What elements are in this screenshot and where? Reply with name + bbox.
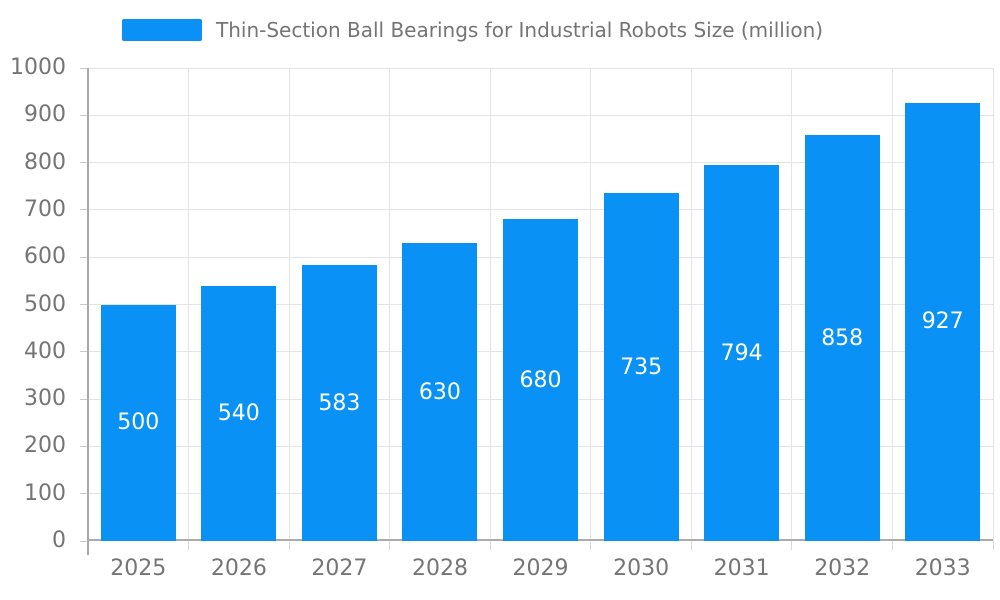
- x-axis-tick: [992, 541, 994, 550]
- y-axis-label: 400: [24, 338, 66, 364]
- x-axis-label: 2032: [814, 556, 871, 581]
- gridline-vertical: [489, 68, 491, 541]
- x-axis-tick: [389, 541, 391, 550]
- bar-2032[interactable]: 858: [804, 135, 880, 541]
- bar-value-label: 735: [620, 354, 663, 380]
- x-axis-label: 2026: [210, 556, 267, 581]
- gridline-vertical: [992, 68, 994, 541]
- y-axis-label: 100: [24, 480, 66, 506]
- bar-value-label: 500: [117, 410, 160, 436]
- x-axis-label: 2031: [713, 556, 770, 581]
- y-axis-label: 700: [24, 196, 66, 222]
- y-axis-tick: [80, 351, 88, 353]
- y-axis-label: 1000: [10, 55, 66, 80]
- bar-2028[interactable]: 630: [402, 243, 478, 541]
- gridline-horizontal: [88, 114, 993, 116]
- bar-2030[interactable]: 735: [603, 193, 679, 541]
- gridline-horizontal: [88, 67, 993, 69]
- y-axis-label: 300: [24, 386, 66, 412]
- y-axis-tick: [80, 304, 88, 305]
- y-axis-tick: [80, 493, 88, 495]
- y-axis-tick: [80, 67, 88, 69]
- x-axis-labels: 2025 2026 2027 2028 2029 2030 2031 2032 2033: [88, 555, 993, 585]
- bar-2031[interactable]: 794: [704, 165, 780, 541]
- gridline-vertical: [389, 68, 391, 541]
- x-axis-tick: [188, 541, 190, 550]
- y-axis-label: 500: [24, 291, 66, 317]
- bar-value-label: 583: [318, 390, 361, 416]
- x-axis-tick: [288, 541, 290, 550]
- bar-value-label: 680: [519, 367, 562, 393]
- bar-value-label: 858: [821, 325, 864, 351]
- x-axis-label: 2025: [110, 556, 167, 581]
- y-axis-tick: [80, 114, 88, 116]
- x-axis-label: 2027: [311, 556, 368, 581]
- bar-value-label: 540: [217, 400, 260, 426]
- bar-value-label: 794: [720, 340, 763, 366]
- bar-2029[interactable]: 680: [503, 219, 578, 541]
- bar-value-label: 927: [921, 309, 964, 335]
- y-axis-label: 200: [24, 433, 66, 459]
- y-axis-tick: [80, 209, 88, 211]
- y-axis-tick: [80, 540, 88, 542]
- chart-legend[interactable]: Thin-Section Ball Bearings for Industria…: [122, 18, 823, 42]
- gridline-horizontal: [88, 209, 993, 211]
- legend-title: Thin-Section Ball Bearings for Industria…: [216, 18, 824, 42]
- x-axis-tick: [891, 541, 893, 550]
- gridline-vertical: [288, 68, 290, 541]
- x-axis-label: 2033: [914, 556, 971, 581]
- y-axis-label: 900: [24, 102, 66, 128]
- gridline-vertical: [188, 68, 190, 541]
- y-axis-line: [87, 68, 89, 555]
- bar-2033[interactable]: 927: [905, 102, 981, 541]
- y-axis-tick: [80, 162, 88, 164]
- y-axis-tick: [80, 398, 88, 400]
- y-axis-label: 800: [24, 149, 66, 175]
- gridline-horizontal: [88, 162, 993, 164]
- bar-2027[interactable]: 583: [301, 265, 377, 541]
- plot-area: 500 540 583 630 680 735 794 858 927: [80, 67, 994, 555]
- legend-swatch: [122, 19, 202, 41]
- x-axis-tick: [590, 541, 592, 550]
- x-axis-label: 2029: [512, 556, 569, 581]
- gridline-vertical: [590, 68, 592, 541]
- gridline-vertical: [791, 68, 793, 541]
- y-axis-labels: 0 100 200 300 400 500 600 700 800 900 1000: [0, 55, 66, 553]
- gridline-vertical: [690, 68, 692, 541]
- y-axis-label: 0: [52, 528, 66, 553]
- x-axis-tick: [791, 541, 793, 550]
- bar-value-label: 630: [418, 379, 461, 405]
- x-axis-tick: [489, 541, 491, 550]
- gridline-vertical: [891, 68, 893, 541]
- x-axis-label: 2028: [411, 556, 468, 581]
- bar-2025[interactable]: 500: [100, 304, 176, 541]
- x-axis-tick: [690, 541, 692, 550]
- y-axis-tick: [80, 256, 88, 258]
- x-axis-label: 2030: [613, 556, 670, 581]
- y-axis-tick: [80, 445, 88, 447]
- y-axis-label: 600: [24, 244, 66, 270]
- bar-2026[interactable]: 540: [201, 285, 277, 541]
